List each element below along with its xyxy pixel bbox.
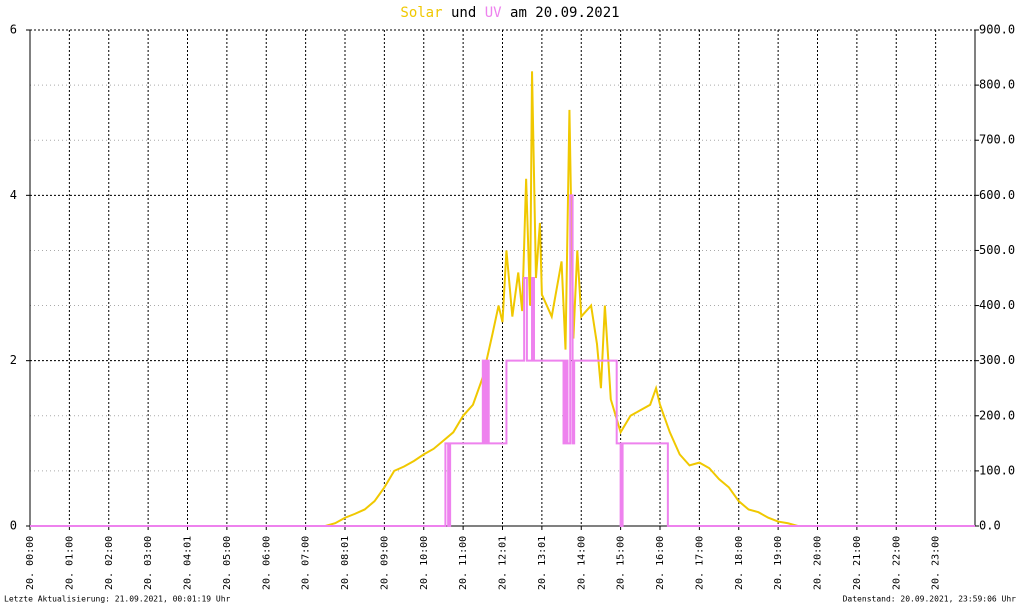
x-tick-label: 20. 10:00 bbox=[419, 536, 430, 590]
x-tick-label: 20. 09:00 bbox=[379, 536, 390, 590]
x-tick-label: 20. 14:00 bbox=[576, 536, 587, 590]
x-tick-label: 20. 23:00 bbox=[931, 536, 942, 590]
x-tick-label: 20. 16:00 bbox=[655, 536, 666, 590]
footer-right: Datenstand: 20.09.2021, 23:59:06 Uhr bbox=[843, 595, 1017, 604]
x-tick-label: 20. 12:01 bbox=[498, 536, 509, 590]
title-word: und bbox=[451, 5, 476, 21]
x-tick-label: 20. 03:00 bbox=[143, 536, 154, 590]
y2-tick-label: 600.0 bbox=[979, 188, 1015, 202]
title-word: UV bbox=[485, 5, 502, 21]
y2-tick-label: 900.0 bbox=[979, 23, 1015, 37]
y2-tick-label: 200.0 bbox=[979, 408, 1015, 422]
y-tick-label: 6 bbox=[10, 23, 17, 37]
series-line bbox=[30, 71, 975, 527]
x-tick-label: 20. 17:00 bbox=[694, 536, 705, 590]
y-tick-label: 2 bbox=[10, 353, 17, 367]
x-tick-label: 20. 22:00 bbox=[891, 536, 902, 590]
title-word: Solar bbox=[400, 5, 442, 21]
x-tick-label: 20. 00:00 bbox=[25, 536, 36, 590]
x-tick-label: 20. 21:00 bbox=[852, 536, 863, 590]
y2-tick-label: 700.0 bbox=[979, 133, 1015, 147]
x-tick-label: 20. 04:01 bbox=[183, 536, 194, 590]
y2-tick-label: 800.0 bbox=[979, 78, 1015, 92]
x-tick-label: 20. 06:00 bbox=[261, 536, 272, 590]
chart-title: Solar und UV am 20.09.2021 bbox=[400, 5, 619, 21]
y2-tick-label: 0.0 bbox=[979, 519, 1001, 533]
x-tick-label: 20. 02:00 bbox=[104, 536, 115, 590]
y2-tick-label: 400.0 bbox=[979, 298, 1015, 312]
x-tick-label: 20. 05:00 bbox=[222, 536, 233, 590]
x-tick-label: 20. 11:00 bbox=[458, 536, 469, 590]
x-tick-label: 20. 01:00 bbox=[64, 536, 75, 590]
y2-tick-label: 500.0 bbox=[979, 243, 1015, 257]
x-tick-label: 20. 19:00 bbox=[773, 536, 784, 590]
x-tick-label: 20. 18:00 bbox=[734, 536, 745, 590]
y2-tick-label: 100.0 bbox=[979, 463, 1015, 477]
x-tick-label: 20. 07:00 bbox=[301, 536, 312, 590]
x-tick-label: 20. 13:01 bbox=[537, 536, 548, 590]
x-tick-label: 20. 15:00 bbox=[616, 536, 627, 590]
series-line bbox=[30, 194, 975, 527]
x-tick-label: 20. 20:00 bbox=[813, 536, 824, 590]
y-tick-label: 4 bbox=[10, 188, 17, 202]
title-word: am 20.09.2021 bbox=[510, 5, 620, 21]
y-tick-label: 0 bbox=[10, 519, 17, 533]
y2-tick-label: 300.0 bbox=[979, 353, 1015, 367]
footer-left: Letzte Aktualisierung: 21.09.2021, 00:01… bbox=[4, 595, 231, 604]
x-tick-label: 20. 08:01 bbox=[340, 536, 351, 590]
